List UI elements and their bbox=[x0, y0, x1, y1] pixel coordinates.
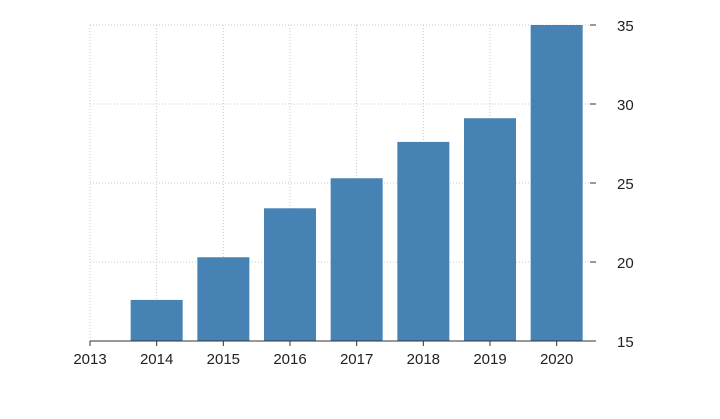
bar-2014 bbox=[130, 299, 183, 341]
y-tick-label-30: 30 bbox=[617, 97, 634, 114]
x-tick-label-2017: 2017 bbox=[340, 351, 373, 368]
y-tick-label-20: 20 bbox=[617, 255, 634, 272]
bar-2018 bbox=[397, 141, 450, 341]
x-tick-label-2015: 2015 bbox=[207, 351, 240, 368]
bar-2015 bbox=[197, 257, 250, 341]
x-tick-label-2013: 2013 bbox=[73, 351, 106, 368]
x-tick-label-2014: 2014 bbox=[140, 351, 173, 368]
bar-2017 bbox=[330, 178, 383, 341]
bar-2019 bbox=[464, 118, 516, 341]
x-tick-label-2019: 2019 bbox=[473, 351, 506, 368]
label-layer: 2013 2014 2015 2016 2017 2018 2019 2020 15 20 25 30… bbox=[73, 18, 633, 368]
bar-layer bbox=[130, 25, 583, 341]
bar-2016 bbox=[264, 208, 316, 341]
y-tick-label-15: 15 bbox=[617, 334, 634, 351]
y-tick-label-25: 25 bbox=[617, 176, 634, 193]
bar-2020 bbox=[530, 25, 583, 341]
x-tick-label-2018: 2018 bbox=[407, 351, 440, 368]
x-tick-label-2020: 2020 bbox=[540, 351, 573, 368]
y-tick-label-35: 35 bbox=[617, 18, 634, 35]
axis-layer bbox=[89, 24, 596, 346]
x-tick-label-2016: 2016 bbox=[273, 351, 306, 368]
